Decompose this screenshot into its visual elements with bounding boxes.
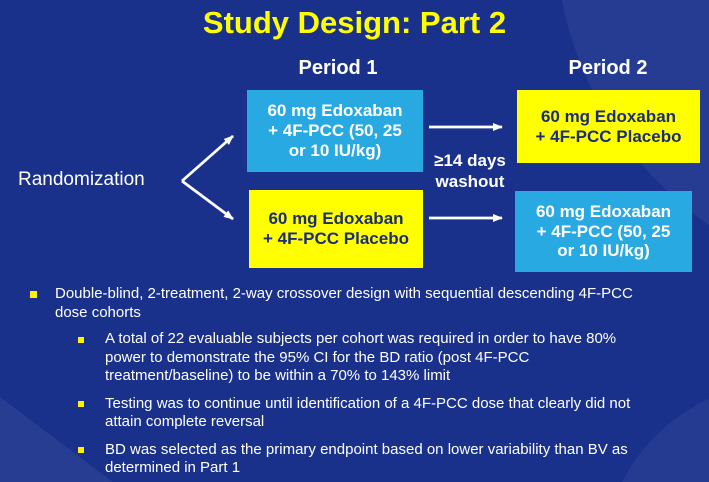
period1-active-dose-box: 60 mg Edoxaban + 4F-PCC (50, 25 or 10 IU…	[247, 90, 423, 172]
slide-title: Study Design: Part 2	[202, 5, 507, 40]
bullet-item-design: Double-blind, 2-treatment, 2-way crossov…	[30, 285, 701, 322]
bullet-item-testing: Testing was to continue until identifica…	[78, 395, 701, 432]
bullet-item-power: A total of 22 evaluable subjects per coh…	[78, 330, 701, 386]
period2-active-dose-box: 60 mg Edoxaban + 4F-PCC (50, 25 or 10 IU…	[515, 191, 692, 272]
period-2-label: Period 2	[568, 57, 648, 79]
arrow-randomization-to-period1-placebo-icon	[181, 179, 234, 221]
bullet-text: Testing was to continue until identifica…	[105, 394, 631, 431]
period-1-label: Period 1	[298, 57, 378, 79]
bullet-square-icon	[78, 401, 84, 407]
bullet-item-endpoint: BD was selected as the primary endpoint …	[78, 441, 701, 478]
bullet-text: Double-blind, 2-treatment, 2-way crossov…	[55, 285, 633, 321]
bullet-square-icon	[78, 447, 84, 453]
washout-label: ≥14 days washout	[434, 151, 506, 192]
bullet-square-icon	[78, 336, 84, 343]
bullet-text: BD was selected as the primary endpoint …	[105, 440, 628, 477]
period2-placebo-box: 60 mg Edoxaban + 4F-PCC Placebo	[517, 90, 700, 163]
bullet-text: A total of 22 evaluable subjects per coh…	[105, 330, 617, 384]
randomization-label: Randomization	[18, 169, 145, 190]
period1-placebo-box: 60 mg Edoxaban + 4F-PCC Placebo	[249, 190, 423, 268]
bullet-list: Double-blind, 2-treatment, 2-way crossov…	[0, 285, 709, 482]
arrow-randomization-to-period1-active-icon	[181, 134, 234, 183]
bullet-square-icon	[30, 291, 37, 298]
